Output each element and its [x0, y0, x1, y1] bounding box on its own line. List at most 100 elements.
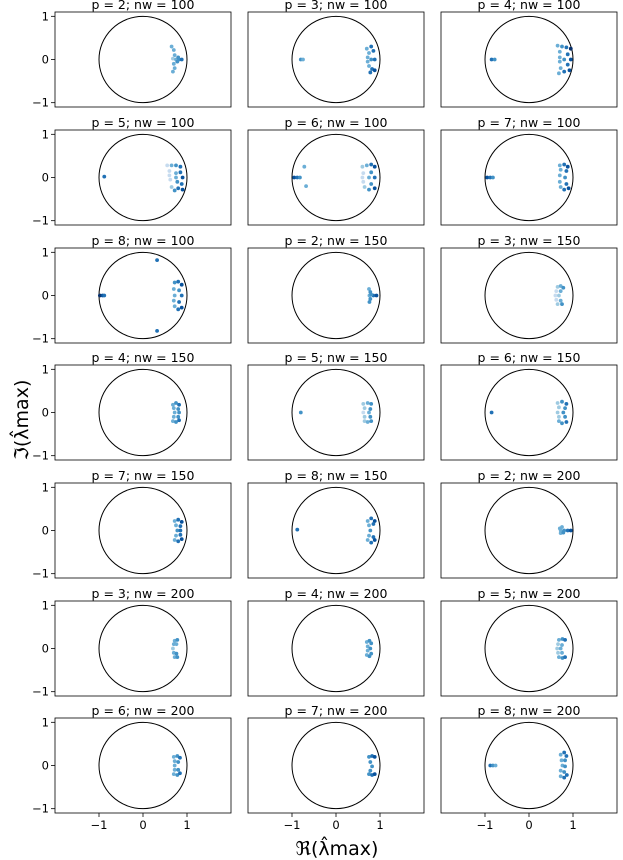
axes-frame: [247, 600, 425, 697]
eigenvalue-point: [558, 66, 563, 71]
subplot: p = 3; nw = 200 −1 0 1: [32, 586, 232, 699]
eigenvalue-point: [558, 289, 563, 294]
eigenvalue-point: [372, 186, 377, 191]
unit-circle: [484, 486, 574, 575]
eigenvalue-point: [564, 45, 569, 50]
eigenvalue-point: [172, 538, 177, 542]
eigenvalue-point: [561, 285, 566, 290]
subplot: p = 7; nw = 150 −1 0 1: [32, 468, 232, 581]
eigenvalue-point: [178, 532, 183, 537]
eigenvalue-point: [178, 170, 183, 175]
subplot-title: p = 8; nw = 200: [478, 703, 581, 718]
subplot-title: p = 7; nw = 200: [285, 703, 388, 718]
y-tick-label: 0: [42, 524, 49, 538]
eigenvalue-point: [172, 293, 177, 298]
eigenvalue-point: [171, 772, 176, 777]
eigenvalue-point: [367, 187, 371, 192]
eigenvalue-point: [179, 519, 184, 524]
eigenvalue-point: [563, 655, 567, 660]
y-tick-label: −1: [32, 332, 49, 346]
eigenvalue-point: [368, 297, 373, 301]
subplot: p = 3; nw = 100: [247, 0, 425, 108]
eigenvalue-point: [372, 164, 377, 169]
eigenvalue-point: [563, 406, 567, 411]
y-tick-label: 0: [42, 642, 49, 656]
eigenvalue-point: [564, 420, 569, 424]
y-tick-label: 0: [42, 759, 49, 773]
eigenvalue-point: [169, 44, 174, 49]
unit-circle: [291, 486, 381, 575]
eigenvalue-point: [558, 185, 563, 189]
eigenvalue-point: [177, 410, 181, 415]
axes-frame: [440, 717, 618, 814]
axes-frame: [247, 482, 425, 579]
subplot-title: p = 7; nw = 100: [478, 115, 581, 130]
eigenvalue-point: [172, 53, 177, 58]
unit-circle: [484, 721, 574, 810]
subplot-title: p = 2; nw = 100: [92, 0, 195, 12]
eigenvalue-point: [179, 305, 184, 310]
eigenvalue-point: [557, 59, 562, 64]
eigenvalue-point: [368, 768, 373, 773]
eigenvalue-point: [558, 774, 563, 779]
eigenvalue-point: [374, 293, 379, 298]
y-tick-label: 1: [42, 598, 49, 612]
axes-frame: [440, 247, 618, 344]
eigenvalue-point: [361, 410, 366, 415]
eigenvalue-point: [367, 287, 371, 291]
eigenvalue-point: [177, 418, 181, 423]
eigenvalue-point: [172, 655, 177, 660]
eigenvalue-point: [361, 171, 366, 176]
eigenvalue-point: [568, 57, 573, 62]
figure-ylabel: ℑ(λ̂max): [9, 380, 33, 461]
eigenvalue-point: [555, 302, 560, 307]
eigenvalue-point: [554, 289, 559, 294]
eigenvalue-point: [491, 175, 495, 180]
eigenvalue-point: [176, 767, 181, 772]
eigenvalue-point: [176, 307, 181, 312]
eigenvalue-point: [174, 175, 178, 180]
axes-frame: [440, 600, 618, 697]
eigenvalue-point: [362, 185, 367, 189]
eigenvalue-point: [167, 173, 172, 178]
eigenvalue-point: [555, 646, 560, 651]
eigenvalue-point: [485, 175, 490, 180]
eigenvalue-point: [175, 637, 180, 642]
eigenvalue-point: [367, 523, 371, 528]
eigenvalue-point: [175, 528, 180, 533]
eigenvalue-point: [369, 641, 374, 646]
y-tick-label: 0: [42, 53, 49, 67]
eigenvalue-point: [177, 300, 181, 304]
eigenvalue-point: [557, 637, 561, 642]
eigenvalue-point: [560, 421, 564, 426]
eigenvalue-point: [171, 646, 175, 651]
eigenvalue-point: [368, 407, 373, 411]
eigenvalue-point: [372, 754, 377, 759]
eigenvalue-point: [367, 300, 372, 304]
subplot: p = 4; nw = 150 −1 0 1: [32, 350, 232, 463]
axes-frame: [247, 11, 425, 108]
eigenvalue-point: [562, 162, 567, 167]
eigenvalue-point: [565, 164, 570, 169]
eigenvalue-point: [493, 763, 498, 768]
eigenvalue-point: [559, 758, 564, 763]
eigenvalue-point: [298, 175, 302, 180]
eigenvalue-point: [365, 644, 370, 649]
eigenvalue-point: [171, 419, 175, 424]
y-tick-label: −1: [32, 802, 49, 816]
subplot: p = 5; nw = 150: [247, 350, 425, 461]
y-tick-label: −1: [32, 567, 49, 581]
eigenvalue-point: [171, 48, 176, 52]
eigenvalue-point: [172, 763, 177, 768]
x-tick-label: 1: [569, 818, 576, 832]
eigenvalue-point: [554, 297, 559, 302]
subplot-title: p = 5; nw = 100: [92, 115, 195, 130]
eigenvalue-point: [171, 287, 176, 291]
eigenvalue-point: [364, 46, 369, 51]
axes-frame: [440, 11, 618, 108]
eigenvalue-point: [562, 750, 567, 755]
eigenvalue-point: [176, 760, 181, 764]
subplot-title: p = 6; nw = 200: [92, 703, 195, 718]
eigenvalue-point: [174, 642, 179, 647]
eigenvalue-point: [371, 48, 376, 53]
